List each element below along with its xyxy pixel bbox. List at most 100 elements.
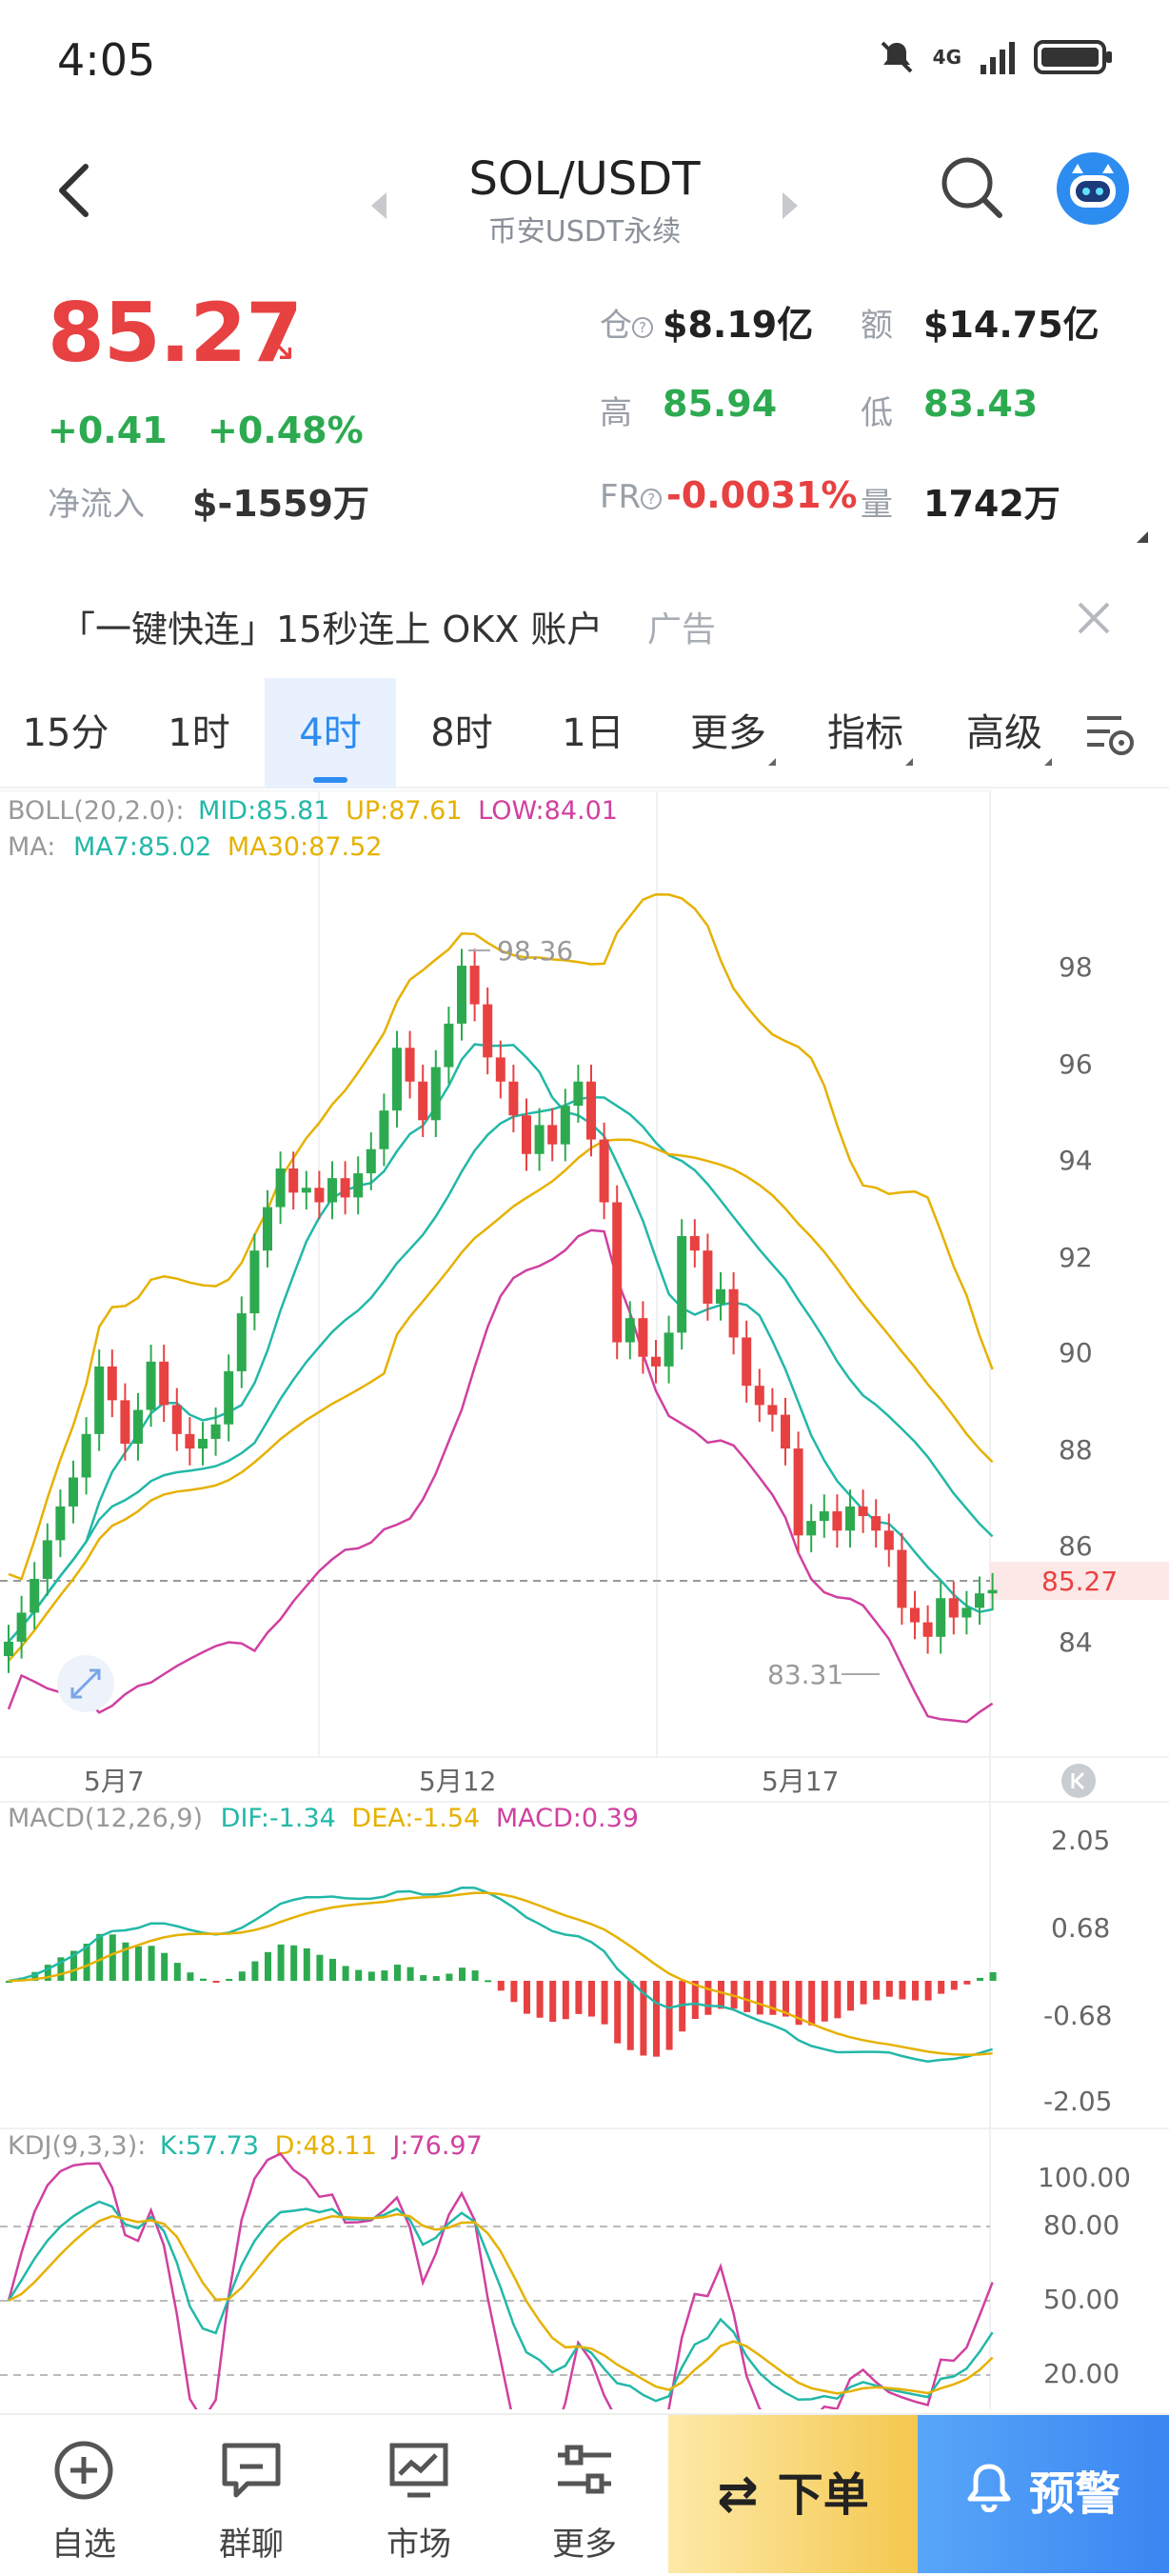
expand-corner-icon[interactable] bbox=[1137, 531, 1148, 543]
oi-help-icon[interactable]: ? bbox=[632, 316, 653, 338]
macd-histogram-bar bbox=[626, 1981, 634, 2050]
close-icon[interactable] bbox=[1070, 594, 1118, 642]
candle-body bbox=[405, 1048, 415, 1082]
kline-chart[interactable]: BOLL(20,2.0): MID:85.81 UP:87.61 LOW:84.… bbox=[0, 789, 1169, 2452]
tab-1h[interactable]: 1时 bbox=[168, 711, 230, 755]
candle-body bbox=[301, 1188, 311, 1193]
macd-legend: MACD(12,26,9) DIF:-1.34 DEA:-1.54 MACD:0… bbox=[8, 1804, 639, 1833]
nav-more[interactable]: 更多 bbox=[501, 2415, 668, 2573]
ad-banner[interactable]: 「一键快连」15秒连上 OKX 账户 广告 bbox=[0, 571, 1169, 667]
macd-dea-value: DEA:-1.54 bbox=[351, 1804, 480, 1833]
macd-histogram-bar bbox=[109, 1934, 116, 1981]
candle-body bbox=[392, 1048, 402, 1111]
high-value: 85.94 bbox=[663, 383, 778, 425]
candle-body bbox=[469, 966, 480, 1005]
candle-body bbox=[858, 1506, 868, 1517]
header: SOL/USDT 币安USDT永续 bbox=[0, 114, 1169, 267]
tab-1d[interactable]: 1日 bbox=[562, 711, 624, 755]
volume-value: 1742万 bbox=[923, 483, 1060, 525]
nav-market[interactable]: 市场 bbox=[335, 2415, 503, 2573]
macd-histogram-bar bbox=[601, 1981, 608, 2025]
candle-body bbox=[651, 1356, 661, 1367]
next-pair-icon[interactable] bbox=[783, 192, 798, 219]
macd-histogram-bar bbox=[899, 1981, 906, 2000]
macd-histogram-bar bbox=[834, 1981, 842, 2019]
macd-histogram-bar bbox=[96, 1933, 104, 1981]
candle-body bbox=[224, 1370, 234, 1425]
candle-body bbox=[327, 1178, 337, 1203]
ma-legend-prefix: MA: bbox=[8, 832, 55, 862]
macd-histogram-bar bbox=[187, 1972, 194, 1981]
alert-button-label: 预警 bbox=[1028, 2467, 1120, 2521]
kdj-j-line bbox=[7, 2152, 994, 2452]
macd-histogram-bar bbox=[640, 1981, 647, 2056]
price-tick: 98 bbox=[1059, 951, 1093, 983]
candle-body bbox=[910, 1608, 920, 1623]
macd-histogram-bar bbox=[510, 1981, 518, 2003]
volume-label: 量 bbox=[861, 486, 893, 524]
network-type-label: 4G bbox=[932, 46, 961, 69]
macd-histogram-bar bbox=[44, 1965, 51, 1981]
tab-indicators[interactable]: 指标 bbox=[803, 678, 937, 789]
macd-histogram-bar bbox=[885, 1981, 893, 1997]
tab-advanced[interactable]: 高级 bbox=[942, 678, 1076, 789]
funding-help-icon[interactable]: ? bbox=[641, 488, 663, 509]
kdj-tick: 100.00 bbox=[1038, 2162, 1131, 2193]
price-axis: 98 96 94 92 90 88 86 84 bbox=[1059, 951, 1093, 1658]
pair-switcher[interactable]: SOL/USDT 币安USDT永续 bbox=[362, 133, 807, 249]
exchange-label: 币安USDT永续 bbox=[487, 215, 682, 249]
chart-area[interactable]: BOLL(20,2.0): MID:85.81 UP:87.61 LOW:84.… bbox=[0, 789, 1169, 2452]
timeframe-tabs: 15分 1时 4时 8时 1日 更多 指标 高级 bbox=[0, 678, 1169, 789]
price-summary: 85.27 ↘ +0.41 +0.48% 净流入 $-1559万 仓? $8.1… bbox=[0, 267, 1169, 552]
candle-body bbox=[689, 1235, 700, 1251]
nav-watchlist[interactable]: 自选 bbox=[0, 2415, 168, 2573]
prev-pair-icon[interactable] bbox=[371, 192, 386, 219]
macd-histogram-bar bbox=[575, 1981, 583, 2014]
dropdown-corner-icon bbox=[768, 758, 776, 766]
candle-body bbox=[819, 1510, 829, 1522]
candle-body bbox=[55, 1506, 66, 1541]
kdj-tick: 50.00 bbox=[1043, 2284, 1119, 2315]
chart-settings-icon[interactable] bbox=[1083, 710, 1137, 758]
mute-icon bbox=[881, 41, 913, 73]
date-axis: 5月7 5月12 5月17 bbox=[84, 1766, 839, 1797]
tab-15m[interactable]: 15分 bbox=[22, 711, 109, 755]
tab-8h[interactable]: 8时 bbox=[430, 711, 493, 755]
candle-body bbox=[236, 1313, 247, 1371]
back-icon[interactable] bbox=[48, 152, 105, 229]
nav-chat[interactable]: 群聊 bbox=[168, 2415, 335, 2573]
macd-histogram-bar bbox=[459, 1967, 466, 1981]
boll-low-value: LOW:84.01 bbox=[478, 796, 618, 826]
macd-tick: -0.68 bbox=[1043, 2000, 1112, 2031]
macd-histogram-bar bbox=[471, 1970, 479, 1981]
candle-body bbox=[133, 1409, 143, 1444]
candle-body bbox=[159, 1361, 169, 1406]
fullscreen-expand-icon[interactable] bbox=[57, 1655, 114, 1712]
kdj-guides bbox=[0, 2226, 990, 2376]
scroll-to-latest-icon[interactable] bbox=[1061, 1764, 1096, 1798]
macd-histogram-bar bbox=[665, 1981, 673, 2050]
alert-button[interactable]: 预警 bbox=[918, 2415, 1169, 2573]
macd-histogram-bar bbox=[394, 1965, 401, 1981]
more-sliders-icon bbox=[558, 2445, 611, 2494]
price-down-arrow-icon: ↘ bbox=[265, 326, 297, 369]
tab-4h[interactable]: 4时 bbox=[265, 678, 396, 789]
status-icons: 4G bbox=[878, 36, 1114, 78]
order-button-label: 下单 bbox=[777, 2468, 869, 2522]
macd-histogram-bar bbox=[562, 1981, 569, 2020]
candle-body bbox=[263, 1207, 272, 1251]
tab-more[interactable]: 更多 bbox=[666, 678, 800, 789]
kdj-j-value: J:76.97 bbox=[390, 2131, 482, 2161]
swap-arrows-icon: ⇄ bbox=[717, 2466, 759, 2523]
candle-body bbox=[171, 1405, 182, 1434]
macd-tick: -2.05 bbox=[1043, 2086, 1112, 2117]
macd-histogram-bar bbox=[497, 1981, 505, 1991]
candle-body bbox=[275, 1168, 286, 1208]
candle-body bbox=[198, 1438, 208, 1449]
order-button[interactable]: ⇄ 下单 bbox=[668, 2415, 918, 2573]
macd-histogram-bar bbox=[704, 1981, 712, 2015]
search-icon[interactable] bbox=[939, 154, 1005, 221]
assistant-robot-icon[interactable] bbox=[1057, 152, 1129, 225]
macd-tick: 0.68 bbox=[1051, 1912, 1110, 1944]
candle-body bbox=[638, 1318, 648, 1357]
